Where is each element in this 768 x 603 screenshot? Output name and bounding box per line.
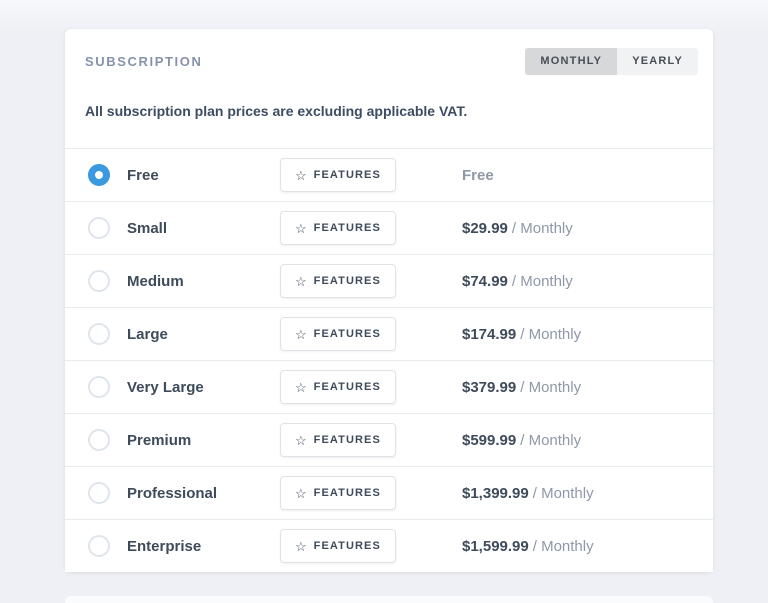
plan-price-amount: $29.99 [462,219,508,237]
plan-price-period: / Monthly [511,272,573,290]
plan-price-period: / Monthly [520,325,582,343]
plan-radio[interactable] [88,217,110,239]
features-button[interactable]: ☆ FEATURES [280,158,396,192]
plan-row[interactable]: Large ☆ FEATURES $174.99/ Monthly [65,307,713,360]
plan-price-period: / Monthly [532,484,594,502]
plan-price-period: / Monthly [520,431,582,449]
star-icon: ☆ [295,220,307,236]
features-button[interactable]: ☆ FEATURES [280,317,396,351]
billing-period-toggle: MONTHLY YEARLY [525,47,698,75]
plan-name: Premium [127,431,192,449]
plan-price-amount: $379.99 [462,378,517,396]
plan-price-amount: $599.99 [462,431,517,449]
plan-row[interactable]: Very Large ☆ FEATURES $379.99/ Monthly [65,360,713,413]
card-title: SUBSCRIPTION [85,53,203,69]
features-button[interactable]: ☆ FEATURES [280,370,396,404]
plan-radio[interactable] [88,535,110,557]
plan-list: Free ☆ FEATURES Free Small ☆ FEATURES $2… [65,148,713,572]
features-button-label: FEATURES [313,221,381,234]
plan-price-amount: $174.99 [462,325,517,343]
vat-note: All subscription plan prices are excludi… [85,103,468,119]
plan-name: Professional [127,484,218,502]
plan-row[interactable]: Medium ☆ FEATURES $74.99/ Monthly [65,254,713,307]
plan-radio[interactable] [88,429,110,451]
toggle-yearly-button[interactable]: YEARLY [617,47,698,75]
plan-name: Very Large [127,378,204,396]
star-icon: ☆ [295,326,307,342]
plan-price-amount: $1,599.99 [462,537,529,555]
plan-radio[interactable] [88,376,110,398]
plan-price: $379.99/ Monthly [462,379,697,396]
card-header: SUBSCRIPTION MONTHLY YEARLY [65,29,713,75]
features-button-label: FEATURES [313,168,381,181]
features-button-label: FEATURES [313,380,381,393]
star-icon: ☆ [295,538,307,554]
plan-radio[interactable] [88,270,110,292]
plan-row[interactable]: Enterprise ☆ FEATURES $1,599.99/ Monthly [65,519,713,572]
star-icon: ☆ [295,379,307,395]
plan-row[interactable]: Professional ☆ FEATURES $1,399.99/ Month… [65,466,713,519]
features-button[interactable]: ☆ FEATURES [280,423,396,457]
features-button[interactable]: ☆ FEATURES [280,476,396,510]
plan-price: $29.99/ Monthly [462,220,697,237]
features-button-label: FEATURES [313,539,381,552]
features-button[interactable]: ☆ FEATURES [280,211,396,245]
plan-name: Medium [127,272,184,290]
star-icon: ☆ [295,167,307,183]
features-button[interactable]: ☆ FEATURES [280,264,396,298]
plan-price-amount: $74.99 [462,272,508,290]
plan-price-period: / Monthly [532,537,594,555]
plan-row[interactable]: Small ☆ FEATURES $29.99/ Monthly [65,201,713,254]
plan-name: Small [127,219,168,237]
plan-price-amount: Free [462,166,494,184]
features-button[interactable]: ☆ FEATURES [280,529,396,563]
plan-price-amount: $1,399.99 [462,484,529,502]
plan-row[interactable]: Free ☆ FEATURES Free [65,148,713,201]
plan-price: $174.99/ Monthly [462,326,697,343]
plan-price: $74.99/ Monthly [462,273,697,290]
subscription-card: SUBSCRIPTION MONTHLY YEARLY All subscrip… [65,29,713,572]
plan-price: $1,599.99/ Monthly [462,538,697,555]
plan-price: $599.99/ Monthly [462,432,697,449]
plan-price: $1,399.99/ Monthly [462,485,697,502]
plan-name: Large [127,325,168,343]
plan-row[interactable]: Premium ☆ FEATURES $599.99/ Monthly [65,413,713,466]
plan-radio[interactable] [88,164,110,186]
star-icon: ☆ [295,273,307,289]
plan-radio[interactable] [88,323,110,345]
plan-price: Free [462,167,697,184]
plan-name: Enterprise [127,537,202,555]
features-button-label: FEATURES [313,486,381,499]
star-icon: ☆ [295,485,307,501]
features-button-label: FEATURES [313,274,381,287]
toggle-monthly-button[interactable]: MONTHLY [525,47,618,75]
plan-name: Free [127,166,159,184]
features-button-label: FEATURES [313,327,381,340]
plan-price-period: / Monthly [520,378,582,396]
features-button-label: FEATURES [313,433,381,446]
plan-price-period: / Monthly [511,219,573,237]
plan-radio[interactable] [88,482,110,504]
star-icon: ☆ [295,432,307,448]
next-section-card-edge [65,596,713,603]
